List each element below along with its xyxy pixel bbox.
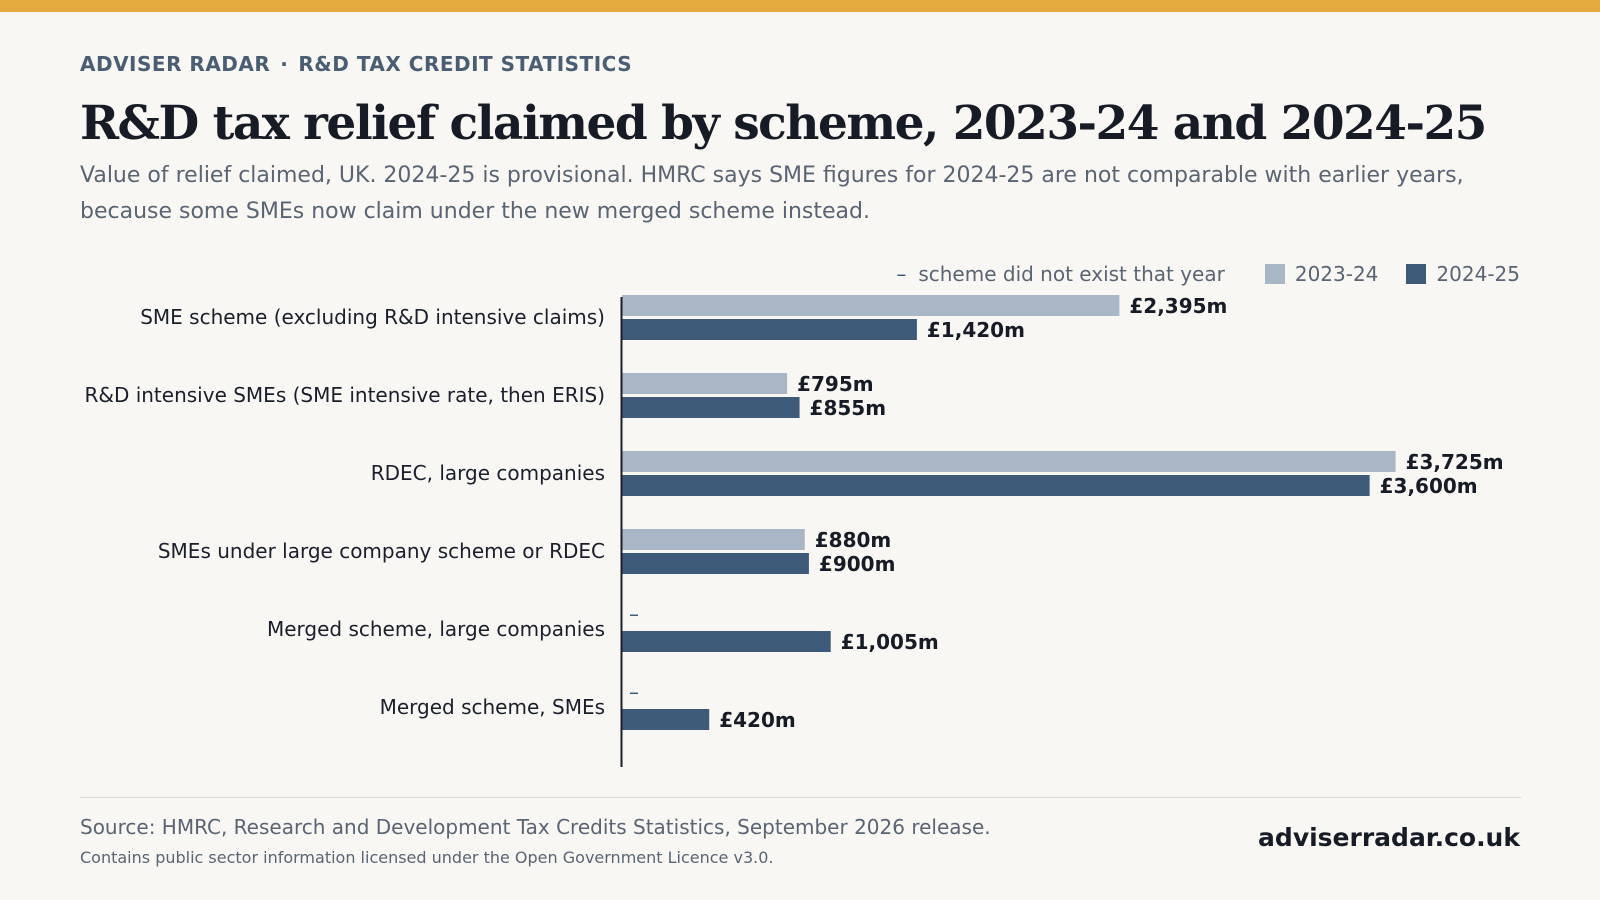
bar-2024-25 (622, 631, 831, 652)
category-label: Merged scheme, large companies (267, 617, 605, 641)
value-label: £420m (719, 708, 796, 732)
legend-missing-symbol: – (896, 262, 907, 286)
bar-2024-25 (622, 319, 917, 340)
value-label: £2,395m (1129, 294, 1227, 318)
licence-note: Contains public sector information licen… (80, 848, 774, 867)
value-label: £1,005m (841, 630, 939, 654)
value-label: £900m (819, 552, 896, 576)
accent-bar (0, 0, 1600, 12)
legend-label-2024-25: 2024-25 (1436, 262, 1520, 286)
category-label: RDEC, large companies (371, 461, 605, 485)
category-label: SME scheme (excluding R&D intensive clai… (140, 305, 605, 329)
chart-subtitle: Value of relief claimed, UK. 2024-25 is … (80, 163, 1464, 224)
legend: – scheme did not exist that year 2023-24… (896, 260, 1520, 288)
kicker-section: R&D TAX CREDIT STATISTICS (298, 52, 633, 76)
category-label: Merged scheme, SMEs (380, 695, 605, 719)
value-label: £880m (815, 528, 892, 552)
bar-2023-24 (622, 295, 1120, 316)
kicker-brand: ADVISER RADAR (80, 52, 271, 76)
source-note: Source: HMRC, Research and Development T… (80, 815, 991, 839)
site-url[interactable]: adviserradar.co.uk (1258, 823, 1520, 852)
bar-2023-24 (622, 373, 788, 394)
bar-chart: SME scheme (excluding R&D intensive clai… (84, 294, 1504, 767)
value-label: £3,600m (1380, 474, 1478, 498)
bar-2024-25 (622, 397, 800, 418)
value-label: £855m (810, 396, 887, 420)
missing-value-marker: – (629, 602, 639, 626)
legend-missing-note: scheme did not exist that year (918, 262, 1225, 286)
chart-title: R&D tax relief claimed by scheme, 2023-2… (80, 96, 1487, 151)
kicker: ADVISER RADAR · R&D TAX CREDIT STATISTICS (80, 52, 632, 76)
value-label: £1,420m (927, 318, 1025, 342)
legend-swatch-2023-24 (1264, 264, 1285, 284)
legend-label-2023-24: 2023-24 (1294, 262, 1379, 286)
bar-2024-25 (622, 553, 809, 574)
bar-2024-25 (622, 475, 1370, 496)
kicker-separator: · (280, 52, 289, 76)
value-label: £795m (797, 372, 874, 396)
bar-2024-25 (622, 709, 710, 730)
category-label: R&D intensive SMEs (SME intensive rate, … (84, 383, 605, 407)
footer-divider (80, 797, 1521, 798)
value-label: £3,725m (1406, 450, 1504, 474)
category-label: SMEs under large company scheme or RDEC (158, 539, 605, 563)
missing-value-marker: – (629, 680, 639, 704)
bar-2023-24 (622, 451, 1396, 472)
legend-swatch-2024-25 (1406, 264, 1427, 284)
bar-2023-24 (622, 529, 805, 550)
